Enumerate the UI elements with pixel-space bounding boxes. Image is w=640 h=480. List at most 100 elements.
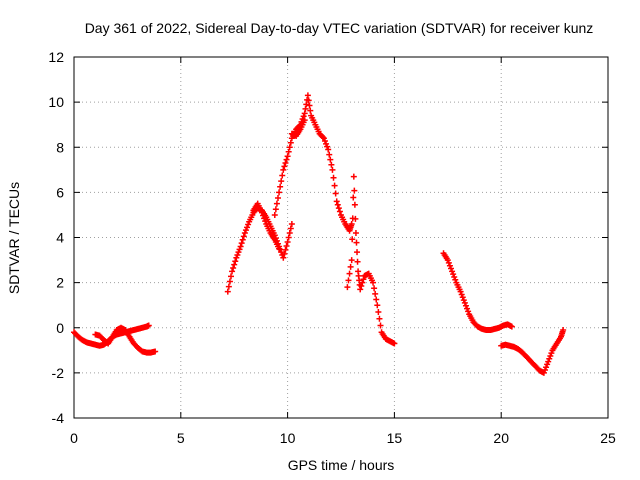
data-point — [458, 291, 465, 298]
data-point — [302, 105, 309, 112]
data-point — [303, 101, 310, 108]
data-point — [560, 327, 567, 334]
y-tick-label: 4 — [56, 230, 64, 246]
data-point — [233, 254, 240, 261]
data-point — [238, 240, 245, 247]
data-point — [276, 189, 283, 196]
data-point — [548, 350, 555, 357]
data-point — [354, 249, 361, 256]
x-tick-label: 10 — [280, 430, 296, 446]
data-point — [451, 273, 458, 280]
data-point — [375, 308, 382, 315]
data-point — [374, 302, 381, 309]
data-point — [287, 225, 294, 232]
y-tick-label: 12 — [48, 49, 64, 65]
data-point — [301, 117, 308, 124]
data-point — [244, 224, 251, 231]
data-point — [358, 283, 365, 290]
data-point — [354, 258, 361, 265]
data-point — [261, 215, 268, 222]
data-point — [300, 113, 307, 120]
grid — [74, 57, 608, 418]
data-point — [236, 246, 243, 253]
data-point — [452, 276, 459, 283]
data-point — [350, 194, 357, 201]
data-point — [351, 187, 358, 194]
data-point — [307, 107, 314, 114]
data-point — [230, 264, 237, 271]
y-tick-label: -2 — [52, 365, 65, 381]
data-point — [328, 161, 335, 168]
data-point — [326, 151, 333, 158]
data-point — [305, 97, 312, 104]
data-point — [319, 134, 326, 141]
data-point — [330, 174, 337, 181]
data-point — [359, 279, 366, 286]
data-point — [258, 209, 265, 216]
data-point — [152, 348, 159, 355]
data-point — [541, 367, 548, 374]
data-marks — [71, 92, 567, 376]
data-point — [279, 172, 286, 179]
data-point — [262, 218, 269, 225]
x-tick-label: 20 — [493, 430, 509, 446]
data-point — [323, 140, 330, 147]
y-tick-label: 8 — [56, 139, 64, 155]
data-point — [282, 160, 289, 167]
data-point — [286, 144, 293, 151]
data-point — [324, 143, 331, 150]
data-point — [278, 249, 285, 256]
data-point — [352, 229, 359, 236]
data-point — [448, 265, 455, 272]
data-point — [351, 201, 358, 208]
data-point — [350, 173, 357, 180]
x-axis-label: GPS time / hours — [288, 457, 395, 473]
data-point — [332, 190, 339, 197]
data-point — [282, 246, 289, 253]
data-point — [547, 352, 554, 359]
axis-ticks — [73, 56, 609, 419]
data-point — [346, 270, 353, 277]
data-point — [304, 92, 311, 99]
data-point — [281, 250, 288, 257]
data-point — [273, 200, 280, 207]
y-tick-label: 0 — [56, 320, 64, 336]
data-point — [352, 215, 359, 222]
data-point — [285, 148, 292, 155]
data-point — [227, 273, 234, 280]
data-point — [544, 361, 551, 368]
data-point — [445, 259, 452, 266]
data-point — [325, 146, 332, 153]
data-point — [372, 290, 379, 297]
data-point — [284, 153, 291, 160]
data-point — [280, 166, 287, 173]
data-point — [320, 135, 327, 142]
data-point — [276, 245, 283, 252]
data-point — [242, 227, 249, 234]
data-point — [465, 308, 472, 315]
data-point — [260, 212, 267, 219]
data-point — [540, 369, 547, 376]
data-point — [334, 201, 341, 208]
data-point — [225, 283, 232, 290]
data-point — [545, 358, 552, 365]
data-point — [344, 284, 351, 291]
chart-title: Day 361 of 2022, Sidereal Day-to-day VTE… — [85, 20, 594, 36]
y-tick-label: 2 — [56, 275, 64, 291]
y-tick-label: 10 — [48, 94, 64, 110]
data-point — [274, 195, 281, 202]
data-point — [239, 236, 246, 243]
data-point — [280, 254, 287, 261]
data-point — [240, 233, 247, 240]
data-point — [357, 286, 364, 293]
data-point — [285, 234, 292, 241]
data-point — [461, 299, 468, 306]
data-point — [327, 156, 334, 163]
data-point — [283, 242, 290, 249]
data-point — [348, 220, 355, 227]
data-point — [376, 315, 383, 322]
data-point — [283, 156, 290, 163]
data-point — [245, 221, 252, 228]
data-point — [271, 211, 278, 218]
axis-tick-labels: 0 5 10 15 20 25 -4 -2 0 2 4 6 8 10 12 — [48, 49, 616, 446]
